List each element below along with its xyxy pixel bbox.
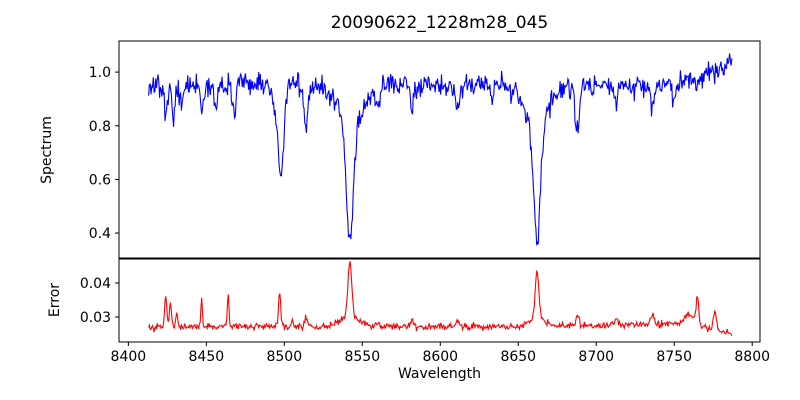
x-tick-label: 8800 [734, 349, 770, 365]
chart-title: 20090622_1228m28_045 [330, 13, 549, 33]
x-tick-label: 8550 [344, 349, 380, 365]
x-tick-label: 8500 [266, 349, 302, 365]
x-tick-label: 8450 [189, 349, 225, 365]
error-y-tick-label: 0.04 [80, 276, 111, 292]
x-tick-label: 8750 [656, 349, 692, 365]
spectrum-y-tick-label: 0.6 [89, 172, 111, 188]
x-tick-label: 8600 [422, 349, 458, 365]
error-panel: 0.03 0.04 8400 8450 8500 8550 8600 8650 8700 8750… [80, 258, 770, 365]
error-axes-frame [118, 258, 761, 343]
spectrum-panel: 0.4 0.6 0.8 1.0 [89, 40, 761, 259]
spectrum-y-tick-label: 0.4 [89, 226, 111, 242]
x-tick-label: 8700 [578, 349, 614, 365]
error-y-tick-label: 0.03 [80, 310, 111, 326]
x-axis-label: Wavelength [397, 366, 482, 382]
error-line [148, 261, 733, 337]
x-tick-label: 8650 [500, 349, 536, 365]
x-tick-label: 8400 [111, 349, 147, 365]
spectrum-y-tick-label: 1.0 [89, 65, 111, 81]
spectrum-line [148, 53, 733, 246]
spectrum-axes-frame [118, 40, 761, 259]
spectrum-y-tick-label: 0.8 [89, 119, 111, 135]
